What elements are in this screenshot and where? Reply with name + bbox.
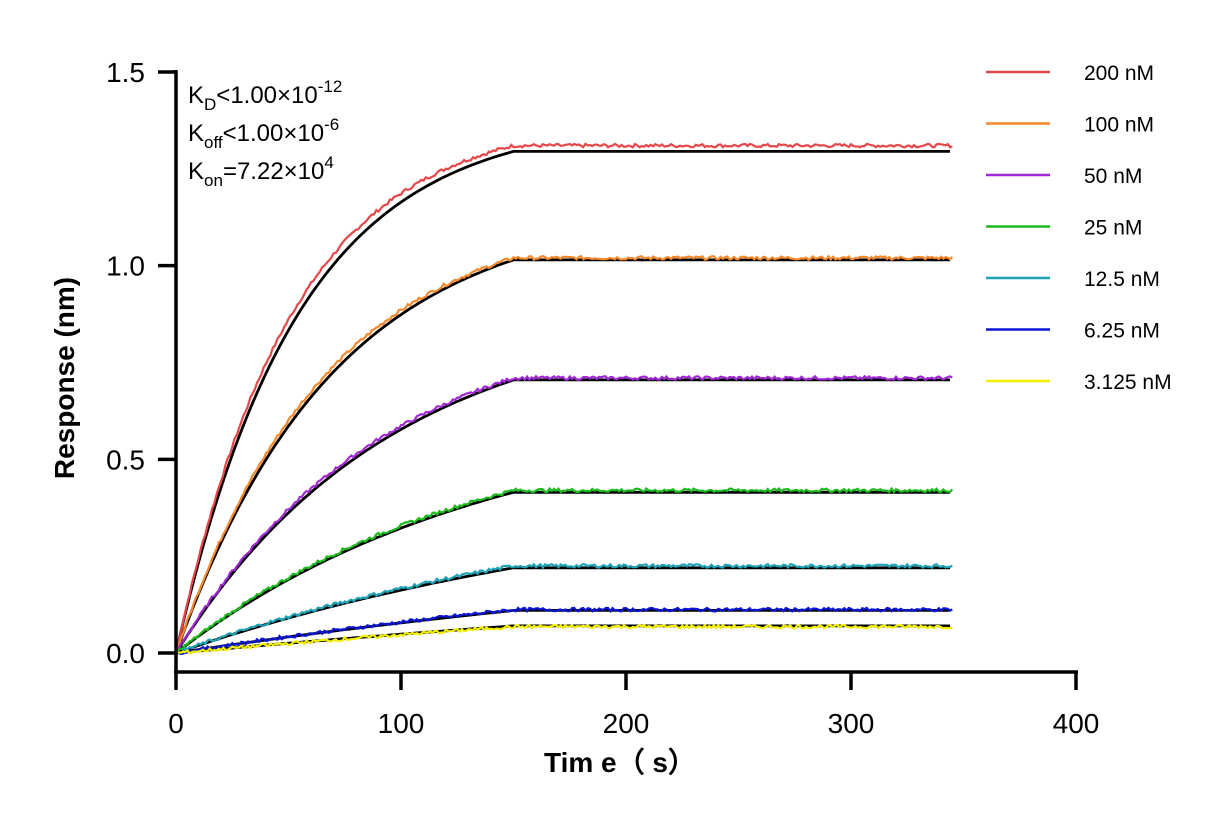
y-tick-label-0: 0.0 <box>106 638 145 669</box>
legend-label-3: 25 nM <box>1084 217 1142 240</box>
fit-curves <box>174 150 950 655</box>
param-sub-0: D <box>204 95 216 114</box>
param-sub-2: on <box>204 171 223 190</box>
x-axis-title: Tim e（ s） <box>544 746 696 778</box>
data-curves <box>174 142 954 656</box>
legend-label-1: 100 nM <box>1084 114 1154 137</box>
data-curve-2 <box>175 374 953 653</box>
param-mantissa-1: 1.00×10 <box>237 120 324 147</box>
legend-label-2: 50 nM <box>1084 165 1142 188</box>
param-mantissa-2: 7.22×10 <box>237 158 324 185</box>
y-tick-label-1: 0.5 <box>106 444 145 475</box>
param-exp-1: -6 <box>324 115 339 134</box>
legend: 200 nM 100 nM 50 nM 25 nM 12.5 nM 6.25 nM 3.12… <box>986 62 1172 394</box>
y-tick-label-2: 1.0 <box>106 251 145 282</box>
param-symbol-2: K <box>188 158 204 185</box>
param-symbol-1: K <box>188 120 204 147</box>
legend-label-5: 6.25 nM <box>1084 320 1160 343</box>
y-tick-label-3: 1.5 <box>106 57 145 88</box>
data-curve-5 <box>175 606 953 656</box>
legend-label-0: 200 nM <box>1084 62 1154 85</box>
fit-curve-3 <box>175 490 950 655</box>
fit-curve-6 <box>175 624 950 655</box>
x-tick-label-1: 100 <box>378 708 425 739</box>
param-sub-1: off <box>204 133 223 152</box>
param-symbol-0: K <box>188 82 204 109</box>
fit-curve-1 <box>174 258 950 654</box>
y-axis-title: Response (nm) <box>49 277 80 479</box>
data-curve-4 <box>175 562 953 655</box>
param-rel-1: < <box>223 120 237 147</box>
param-rel-2: = <box>223 158 237 185</box>
legend-label-6: 3.125 nM <box>1084 371 1172 394</box>
data-curve-0 <box>174 142 953 654</box>
tick-marks <box>158 70 1078 690</box>
data-curve-3 <box>175 486 954 654</box>
param-1: Koff<1.00×10-6 <box>188 115 339 152</box>
data-curve-1 <box>175 254 954 654</box>
param-mantissa-0: 1.00×10 <box>230 82 317 109</box>
x-tick-label-3: 300 <box>828 708 875 739</box>
param-2: Kon=7.22×104 <box>188 153 334 190</box>
legend-label-4: 12.5 nM <box>1084 268 1160 291</box>
x-tick-label-2: 200 <box>603 708 650 739</box>
data-curve-6 <box>175 623 953 655</box>
param-exp-2: 4 <box>324 153 333 172</box>
param-rel-0: < <box>216 82 230 109</box>
param-0: KD<1.00×10-12 <box>188 77 342 114</box>
param-exp-0: -12 <box>318 77 343 96</box>
x-tick-label-0: 0 <box>168 708 184 739</box>
x-tick-label-4: 400 <box>1053 708 1100 739</box>
fit-curve-0 <box>174 150 950 654</box>
tick-labels: 0 100 200 300 400 0.0 0.5 1.0 1.5 <box>106 57 1099 739</box>
